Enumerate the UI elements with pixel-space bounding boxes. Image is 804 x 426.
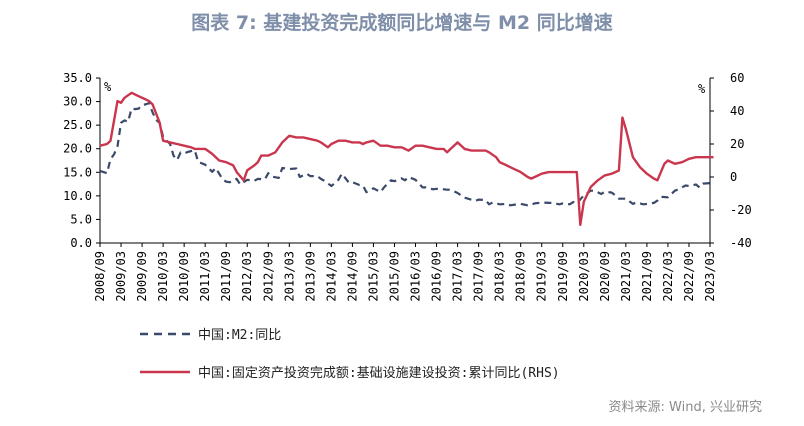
y-right-tick-label: 0 (730, 170, 737, 184)
x-tick-label: 2021/09 (640, 251, 654, 302)
y-left-tick-label: 20.0 (63, 142, 92, 156)
x-tick-label: 2013/03 (282, 251, 296, 302)
y-left-tick-label: 15.0 (63, 165, 92, 179)
x-tick-label: 2011/09 (219, 251, 233, 302)
series-line-infra-investment (99, 91, 714, 227)
legend-label-infra: 中国:固定资产投资完成额:基础设施建设投资:累计同比(RHS) (198, 365, 560, 381)
chart-axes: 35.0 30.0 25.0 20.0 15.0 10.0 5.0 0.0 60 40 20 0 -20… (63, 71, 752, 302)
x-tick-label: 2009/09 (135, 251, 149, 302)
x-tick-label: 2020/09 (598, 251, 612, 302)
x-tick-label: 2018/03 (493, 251, 507, 302)
y-right-tick-label: -20 (730, 203, 752, 217)
x-tick-label: 2021/03 (619, 251, 633, 302)
y-left-tick-label: 10.0 (63, 189, 92, 203)
x-tick-label: 2015/09 (387, 251, 401, 302)
y-left-unit: % (104, 80, 112, 94)
x-tick-label: 2022/03 (661, 251, 675, 302)
y-right-tick-label: 40 (730, 104, 744, 118)
x-tick-label: 2020/03 (577, 251, 591, 302)
x-tick-label: 2022/09 (682, 251, 696, 302)
series-layer (99, 91, 714, 227)
x-tick-label: 2019/03 (535, 251, 549, 302)
x-tick-label: 2008/09 (93, 251, 107, 302)
x-tick-label: 2014/03 (324, 251, 338, 302)
x-tick-label: 2011/03 (198, 251, 212, 302)
y-right-tick-label: -40 (730, 236, 752, 250)
y-left-tick-label: 35.0 (63, 71, 92, 85)
x-tick-label: 2017/09 (472, 251, 486, 302)
chart-title: 图表 7: 基建投资完成额同比增速与 M2 同比增速 (191, 12, 613, 34)
series-line-m2 (99, 101, 714, 207)
y-right-tick-label: 60 (730, 71, 744, 85)
legend-label-m2: 中国:M2:同比 (198, 328, 281, 343)
x-tick-label: 2012/09 (261, 251, 275, 302)
x-tick-label: 2023/03 (703, 251, 717, 302)
x-tick-label: 2016/09 (430, 251, 444, 302)
x-tick-label: 2012/03 (240, 251, 254, 302)
y-left-tick-label: 5.0 (70, 212, 92, 226)
x-tick-label: 2018/09 (514, 251, 528, 302)
y-right-tick-label: 20 (730, 137, 744, 151)
y-right-unit: % (698, 82, 706, 96)
x-tick-label: 2019/09 (556, 251, 570, 302)
source-note: 资料来源: Wind, 兴业研究 (608, 400, 762, 415)
y-left-tick-label: 0.0 (70, 236, 92, 250)
y-left-tick-label: 25.0 (63, 118, 92, 132)
x-tick-label: 2017/03 (451, 251, 465, 302)
x-tick-label: 2010/09 (177, 251, 191, 302)
x-tick-label: 2009/03 (114, 251, 128, 302)
x-tick-label: 2016/03 (409, 251, 423, 302)
x-tick-label: 2010/03 (156, 251, 170, 302)
x-tick-label: 2015/03 (366, 251, 380, 302)
x-tick-label: 2013/09 (303, 251, 317, 302)
y-left-tick-label: 30.0 (63, 95, 92, 109)
x-tick-label: 2014/09 (345, 251, 359, 302)
